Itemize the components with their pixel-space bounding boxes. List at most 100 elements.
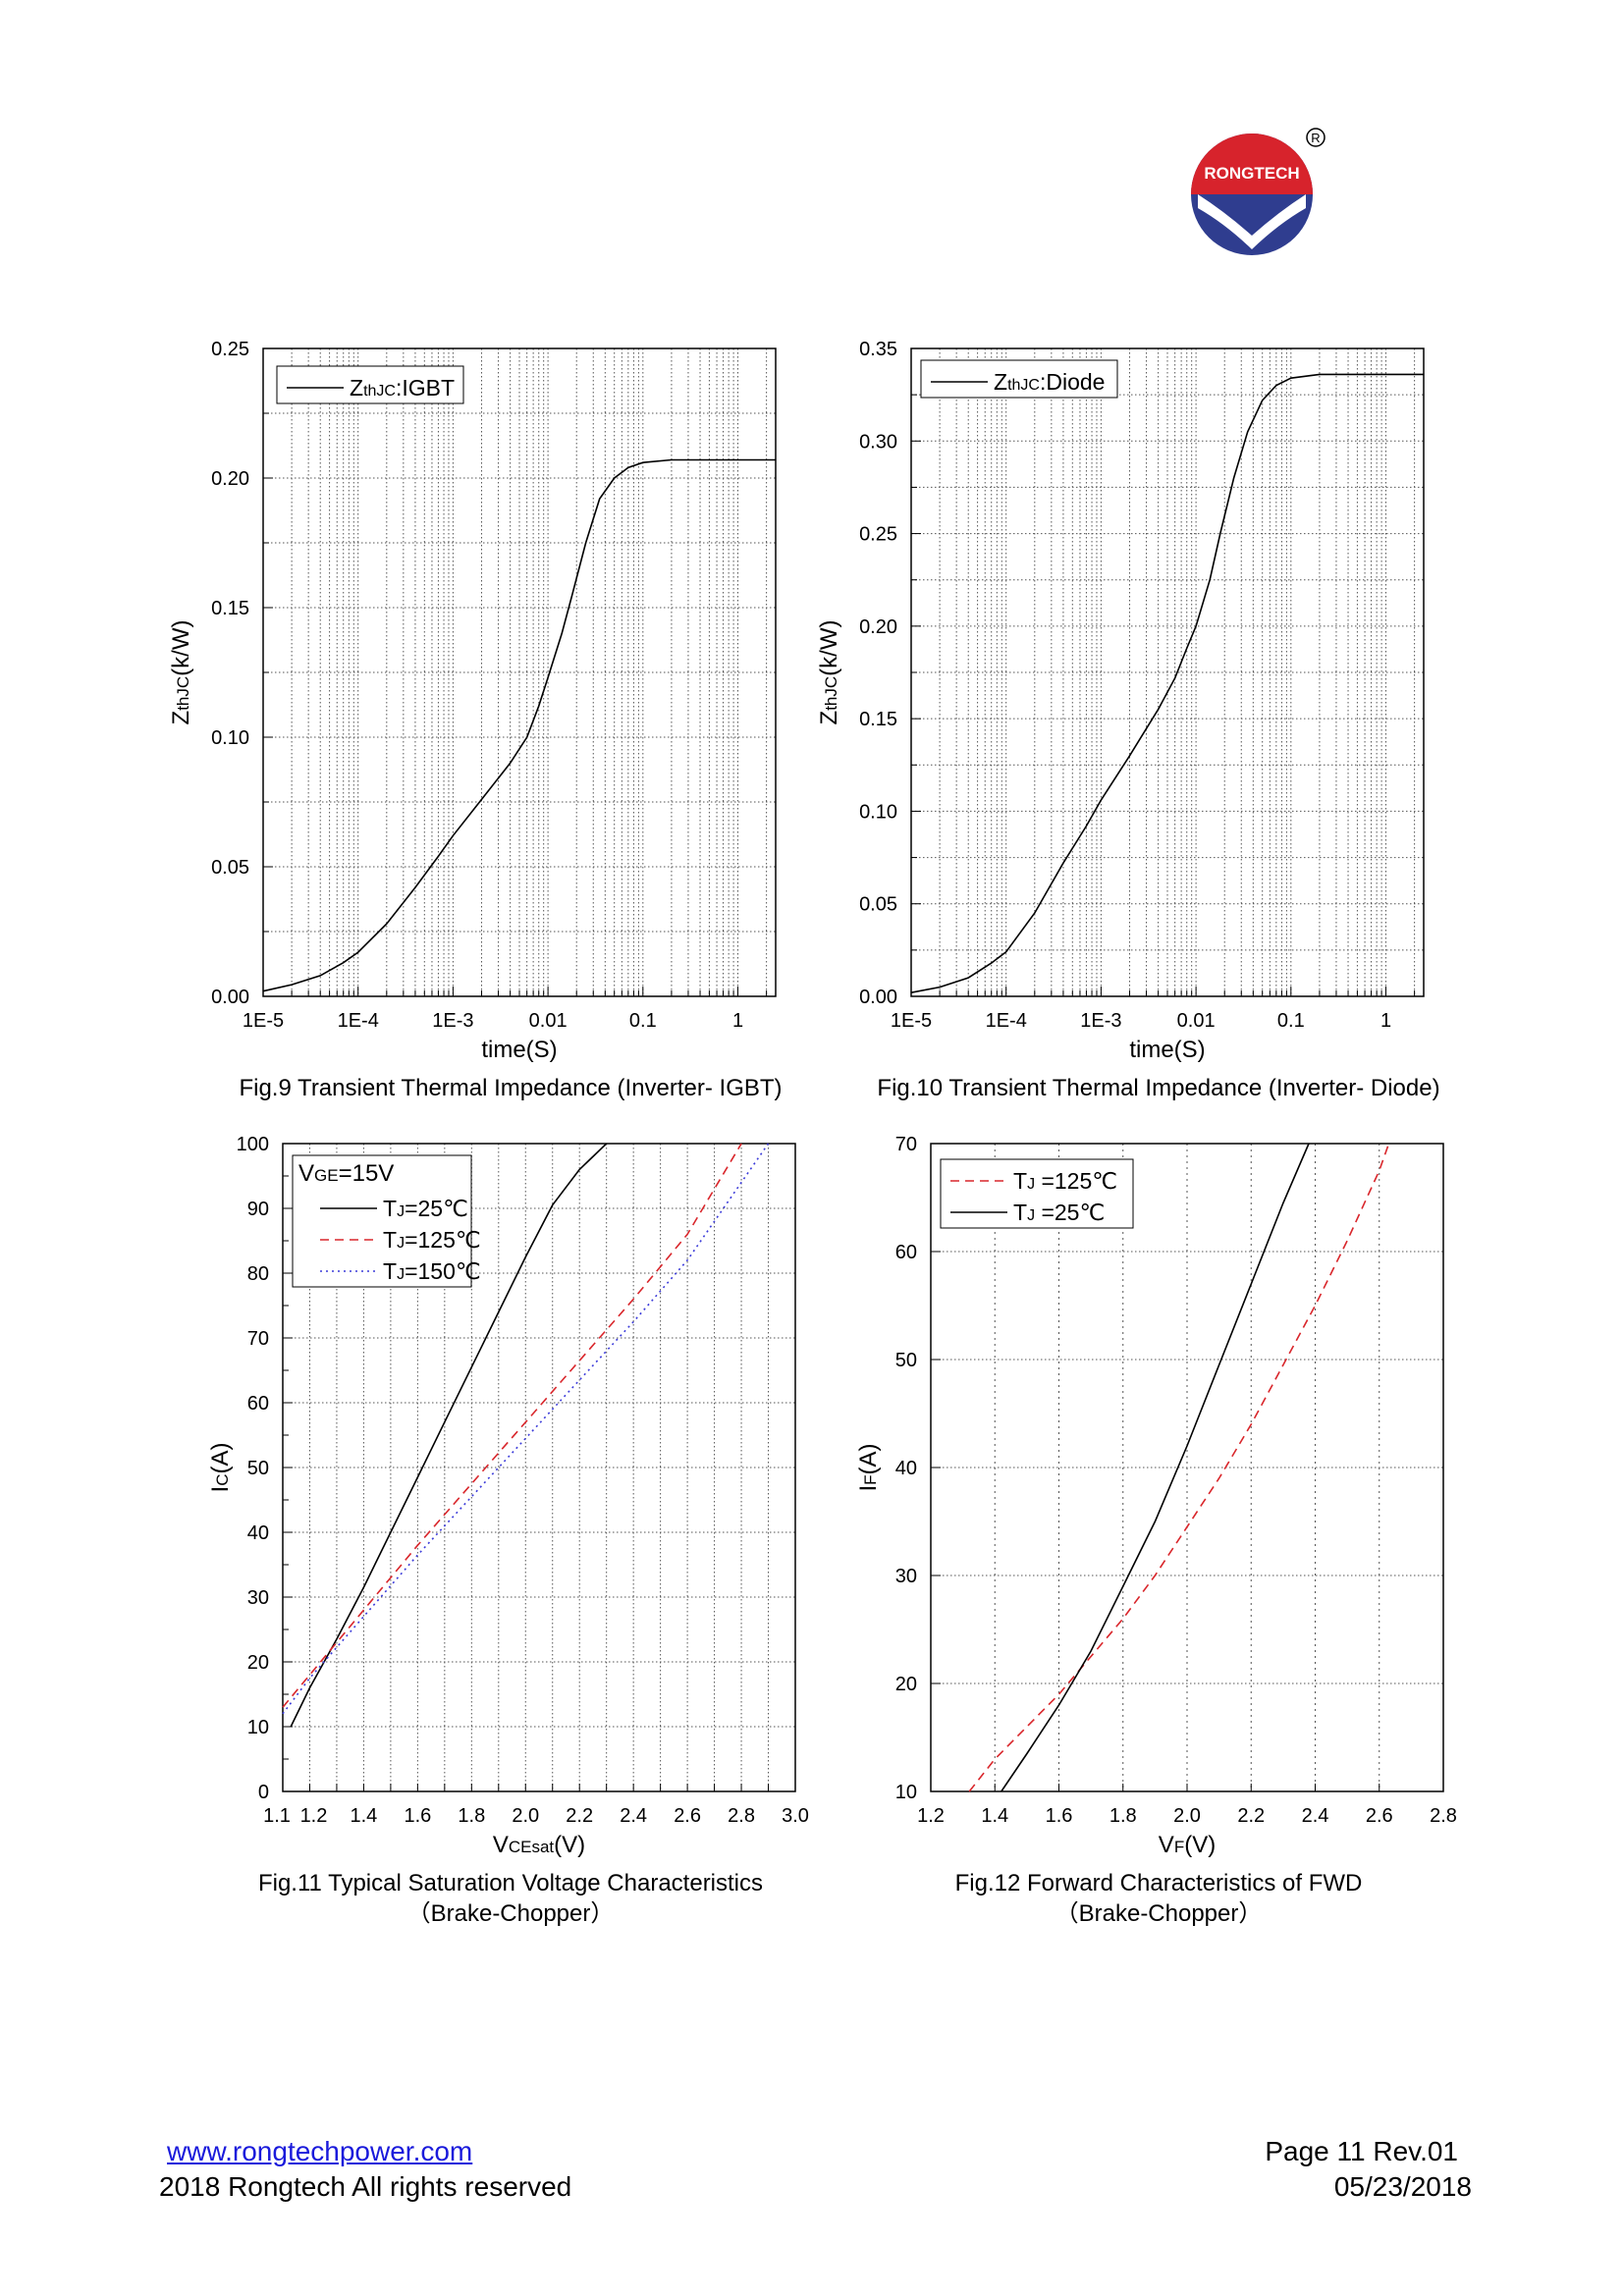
- caption-fig10-line1: Fig.10 Transient Thermal Impedance (Inve…: [877, 1075, 1440, 1101]
- y-axis-label: ZthJC(k/W): [168, 620, 194, 725]
- y-tick-label: 60: [895, 1242, 917, 1263]
- caption-fig11-line2: （Brake-Chopper）: [406, 1900, 615, 1927]
- x-tick-label: 2.8: [1430, 1805, 1457, 1827]
- legend-label-1: TJ =25℃: [1013, 1200, 1105, 1225]
- series-line-2: [282, 1143, 770, 1715]
- y-tick-label: 30: [247, 1587, 269, 1609]
- page-number: Page 11 Rev.01: [1265, 2136, 1458, 2166]
- legend: TJ =125℃ TJ =25℃: [940, 1158, 1134, 1229]
- x-tick-label: 1.2: [300, 1805, 328, 1827]
- caption-fig12: Fig.12 Forward Characteristics of FWD （B…: [844, 1868, 1473, 1929]
- y-tick-label: 50: [247, 1458, 269, 1479]
- chart-fig9: 1E-5 1E-4 1E-3 0.01 0.1 1 0.00 0.05 0.10 0.15 0.20…: [168, 339, 777, 1063]
- x-tick-label: 1E-5: [243, 1010, 284, 1032]
- legend: ZthJC:Diode: [920, 359, 1118, 399]
- x-tick-label: 2.4: [1302, 1805, 1329, 1827]
- plot-frame: [282, 1143, 796, 1792]
- legend-box: [920, 359, 1118, 399]
- y-tick-label: 0.00: [211, 987, 249, 1008]
- y-tick-label: 40: [247, 1522, 269, 1544]
- x-axis-label: time(S): [1129, 1037, 1205, 1063]
- y-tick-label: 0: [258, 1782, 269, 1803]
- registered-mark: R: [1311, 131, 1320, 145]
- y-tick-label: 0.25: [859, 524, 897, 546]
- plot-frame: [910, 347, 1425, 997]
- y-tick-label: 0.30: [859, 431, 897, 453]
- caption-fig9: Fig.9 Transient Thermal Impedance (Inver…: [196, 1073, 825, 1103]
- grid-lines: [930, 1143, 1444, 1792]
- x-tick-label: 1.4: [981, 1805, 1008, 1827]
- series-line-0: [910, 373, 1424, 993]
- y-tick-label: 0.20: [859, 616, 897, 638]
- website-link[interactable]: www.rongtechpower.com: [167, 2136, 473, 2166]
- grid-lines: [262, 347, 776, 997]
- plot-frame: [930, 1143, 1444, 1792]
- logo-top-red: [1191, 133, 1313, 194]
- x-tick-label: 1.4: [351, 1805, 378, 1827]
- y-tick-label: 10: [247, 1717, 269, 1738]
- x-tick-label: 2.6: [1366, 1805, 1393, 1827]
- x-tick-label: 0.1: [629, 1010, 657, 1032]
- x-tick-label: 1.1: [263, 1805, 291, 1827]
- x-tick-label: 0.01: [1177, 1010, 1216, 1032]
- series-group: [282, 1143, 770, 1728]
- x-tick-label: 1.6: [1046, 1805, 1073, 1827]
- series-line-0: [290, 1143, 608, 1728]
- x-tick-label: 2.2: [1237, 1805, 1265, 1827]
- y-tick-label: 40: [895, 1458, 917, 1479]
- y-tick-label: 20: [247, 1652, 269, 1674]
- y-axis-label: ZthJC(k/W): [816, 620, 842, 725]
- y-tick-label: 0.10: [211, 727, 249, 749]
- legend-title: VGE=15V: [298, 1160, 394, 1187]
- legend-label-0: TJ =125℃: [1013, 1168, 1117, 1194]
- registered-circle: [1306, 128, 1325, 147]
- legend: VGE=15V TJ=25℃ TJ=125℃ TJ=150℃: [292, 1154, 481, 1288]
- x-tick-label: 1E-5: [891, 1010, 932, 1032]
- revision-date: 05/23/2018: [1333, 2171, 1472, 2202]
- legend-label-0: TJ=25℃: [383, 1196, 468, 1221]
- plot-frame: [262, 347, 777, 997]
- chart-fig12: 1.2 1.4 1.6 1.8 2.0 2.2 2.4 2.6 2.8 10 20 30 40 50 60 7…: [855, 1134, 1457, 1858]
- legend-box: [940, 1158, 1134, 1229]
- legend-box: [292, 1154, 472, 1288]
- x-tick-label: 1: [732, 1010, 743, 1032]
- y-tick-label: 20: [895, 1674, 917, 1695]
- grid-lines: [910, 347, 1424, 997]
- y-tick-label: 0.15: [859, 709, 897, 730]
- y-tick-label: 50: [895, 1350, 917, 1371]
- caption-fig12-line2: （Brake-Chopper）: [1055, 1900, 1263, 1927]
- x-tick-label: 1E-4: [338, 1010, 379, 1032]
- y-tick-label: 0.20: [211, 468, 249, 490]
- legend-box: [276, 365, 464, 404]
- legend-label-1: TJ=125℃: [383, 1227, 481, 1253]
- y-tick-label: 0.15: [211, 598, 249, 619]
- y-tick-label: 100: [237, 1134, 269, 1155]
- x-axis-label: VF(V): [1159, 1832, 1216, 1858]
- x-tick-label: 1: [1380, 1010, 1391, 1032]
- y-tick-label: 0.10: [859, 801, 897, 823]
- x-axis-label: VCEsat(V): [493, 1832, 585, 1858]
- x-tick-label: 1E-3: [1080, 1010, 1121, 1032]
- y-tick-label: 30: [895, 1566, 917, 1587]
- y-tick-label: 10: [895, 1782, 917, 1803]
- x-tick-label: 1E-4: [986, 1010, 1027, 1032]
- y-tick-label: 0.25: [211, 339, 249, 360]
- series-line-0: [968, 1143, 1390, 1792]
- x-tick-label: 2.0: [1173, 1805, 1201, 1827]
- chart-fig11: 1.1 1.2 1.4 1.6 1.8 2.0 2.2 2.4 2.6 2.8 3.0 0 10 20 30…: [207, 1134, 809, 1858]
- x-tick-label: 1.8: [458, 1805, 485, 1827]
- y-tick-label: 70: [895, 1134, 917, 1155]
- logo-wave: [1198, 194, 1306, 249]
- series-line-1: [1001, 1143, 1310, 1792]
- x-tick-label: 1.8: [1109, 1805, 1137, 1827]
- series-group: [968, 1143, 1390, 1792]
- x-tick-label: 0.01: [529, 1010, 568, 1032]
- caption-fig12-line1: Fig.12 Forward Characteristics of FWD: [954, 1870, 1363, 1896]
- y-tick-label: 70: [247, 1328, 269, 1350]
- x-tick-label: 2.6: [674, 1805, 701, 1827]
- series-line-1: [282, 1143, 742, 1708]
- series-line-0: [262, 458, 776, 992]
- x-tick-label: 3.0: [782, 1805, 809, 1827]
- legend-label-2: TJ=150℃: [383, 1258, 481, 1284]
- x-tick-label: 2.2: [566, 1805, 593, 1827]
